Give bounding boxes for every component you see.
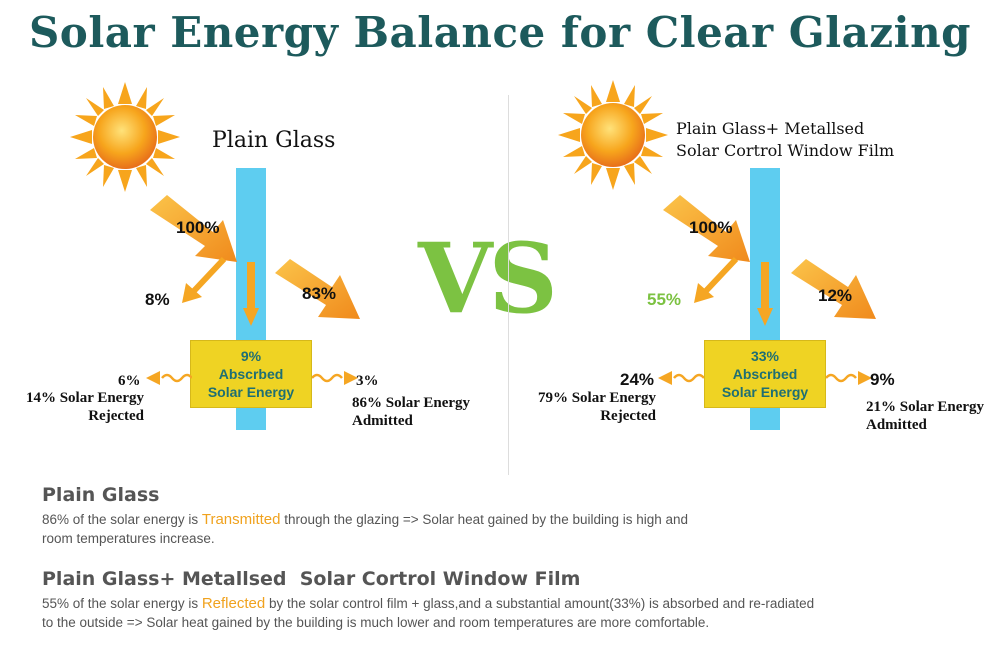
incident-arrow-icon xyxy=(150,195,237,262)
reflected-arrow-icon xyxy=(694,256,739,303)
right-reflected-value: 55% xyxy=(647,290,682,309)
sun-icon xyxy=(558,80,668,190)
highlight-reflected: Reflected xyxy=(201,595,266,612)
section-body: 55% of the solar energy is Reflected by … xyxy=(42,595,815,630)
section-heading: Plain Glass+ Metallsed Solar Cortrol Win… xyxy=(42,568,581,590)
left-transmitted-value: 83% xyxy=(302,284,337,303)
reradiate-in-arrow-icon xyxy=(312,371,358,385)
left-reradiated-in-value: 3% xyxy=(356,373,379,389)
left-panel-title: Plain Glass xyxy=(212,128,336,153)
right-incident-value: 100% xyxy=(689,218,733,237)
right-reradiated-in-value: 9% xyxy=(870,370,895,389)
section-heading: Plain Glass xyxy=(42,484,160,506)
absorbed-down-arrow-icon xyxy=(757,262,773,326)
left-absorbed-label-1: Abscrbed xyxy=(218,366,284,382)
right-reradiated-out-value: 24% xyxy=(620,370,655,389)
left-reflected-value: 8% xyxy=(145,290,170,309)
right-rejected-label: 79% Solar Energy Rejected xyxy=(537,390,656,424)
page-title: Solar Energy Balance for Clear Glazing xyxy=(28,8,972,57)
right-admitted-label: 21% Solar Energy Admitted xyxy=(866,399,985,433)
sun-icon xyxy=(70,82,180,192)
left-absorbed-value: 9% xyxy=(240,348,262,364)
reradiate-out-arrow-icon xyxy=(146,371,192,385)
left-rejected-label: 14% Solar Energy Rejected xyxy=(25,390,144,424)
absorbed-down-arrow-icon xyxy=(243,262,259,326)
explanation-section-plain: Plain Glass 86% of the solar energy is T… xyxy=(42,484,982,548)
vs-label: VS xyxy=(418,222,558,335)
left-incident-value: 100% xyxy=(176,218,220,237)
right-absorbed-value: 33% xyxy=(750,348,780,364)
transmitted-arrow-icon xyxy=(791,259,876,319)
right-absorbed-label-1: Abscrbed xyxy=(732,366,798,382)
panel-divider xyxy=(508,95,509,475)
left-admitted-label: 86% Solar Energy Admitted xyxy=(352,395,471,429)
left-absorbed-label-2: Solar Energy xyxy=(207,384,295,400)
transmitted-arrow-icon xyxy=(275,259,360,319)
right-transmitted-value: 12% xyxy=(818,286,853,305)
explanation-section-film: Plain Glass+ Metallsed Solar Cortrol Win… xyxy=(42,568,992,632)
reflected-arrow-icon xyxy=(182,256,227,303)
left-absorbed-box: 9% Abscrbed Solar Energy xyxy=(190,340,312,408)
section-body: 86% of the solar energy is Transmitted t… xyxy=(42,511,689,546)
reradiate-out-arrow-icon xyxy=(658,371,704,385)
right-absorbed-box: 33% Abscrbed Solar Energy xyxy=(704,340,826,408)
incident-arrow-icon xyxy=(663,195,750,262)
left-reradiated-out-value: 6% xyxy=(118,373,141,389)
highlight-transmitted: Transmitted xyxy=(201,511,281,528)
right-panel-title: Plain Glass+ Metallsed Solar Cortrol Win… xyxy=(676,119,895,160)
reradiate-in-arrow-icon xyxy=(826,371,872,385)
right-absorbed-label-2: Solar Energy xyxy=(721,384,809,400)
